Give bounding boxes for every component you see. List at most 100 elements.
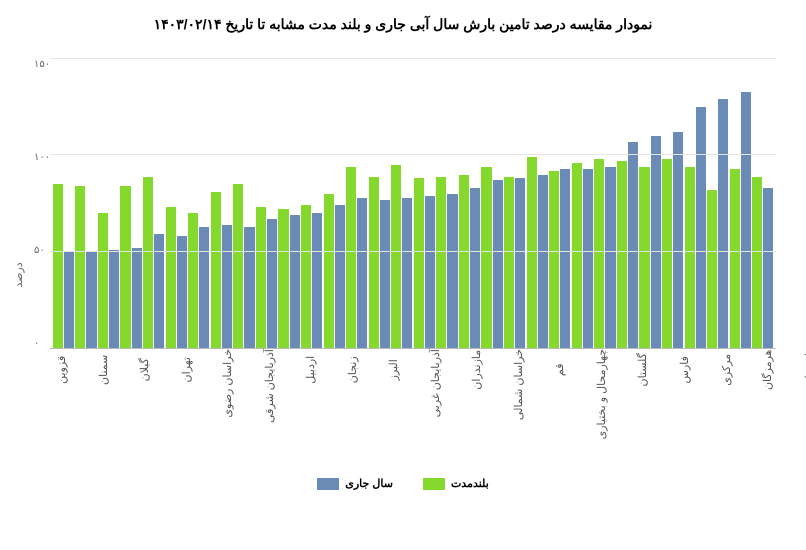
- bar-group: [503, 59, 526, 348]
- bar-group: [639, 59, 662, 348]
- x-tick: لرستان: [798, 349, 806, 391]
- bar-current: [538, 175, 548, 348]
- bar-current: [741, 92, 751, 348]
- bar-current: [673, 132, 683, 348]
- bar-current: [290, 215, 300, 348]
- bar-longterm: [662, 159, 672, 348]
- bar-current: [628, 142, 638, 348]
- bar-group: [436, 59, 459, 348]
- bar-current: [199, 227, 209, 348]
- bar-longterm: [211, 192, 221, 348]
- bar-current: [132, 248, 142, 348]
- bar-group: [120, 59, 143, 348]
- bar-group: [706, 59, 729, 348]
- bar-longterm: [346, 167, 356, 348]
- y-tick: ۵۰: [34, 245, 45, 256]
- bar-group: [255, 59, 278, 348]
- y-axis: ۱۵۰۱۰۰۵۰۰: [30, 59, 50, 349]
- bar-current: [493, 180, 503, 348]
- bar-longterm: [301, 205, 311, 348]
- bar-group: [300, 59, 323, 348]
- bar-current: [515, 178, 525, 348]
- bar-longterm: [481, 167, 491, 348]
- bar-group: [188, 59, 211, 348]
- bar-current: [222, 225, 232, 348]
- bar-current: [470, 188, 480, 348]
- bar-longterm: [459, 175, 469, 348]
- bar-group: [594, 59, 617, 348]
- legend: سال جاری بلندمدت: [30, 477, 776, 490]
- bar-longterm: [572, 163, 582, 348]
- bars-layer: [50, 59, 776, 348]
- bar-group: [481, 59, 504, 348]
- bar-longterm: [75, 186, 85, 348]
- bar-group: [391, 59, 414, 348]
- bar-current: [64, 252, 74, 348]
- bar-current: [696, 107, 706, 348]
- bar-longterm: [391, 165, 401, 348]
- bar-current: [335, 205, 345, 348]
- bar-current: [86, 252, 96, 348]
- bar-longterm: [53, 184, 63, 348]
- bar-group: [97, 59, 120, 348]
- bar-longterm: [369, 177, 379, 348]
- y-tick: ۱۵۰: [34, 59, 50, 70]
- bar-current: [425, 196, 435, 348]
- legend-label: بلندمدت: [451, 477, 489, 490]
- x-axis-labels: قزوینسمنانگیلانتهرانخراسان رضویآذربایجان…: [30, 349, 806, 469]
- bar-longterm: [707, 190, 717, 348]
- bar-current: [402, 198, 412, 348]
- legend-item: سال جاری: [317, 477, 393, 490]
- gridline: [50, 251, 776, 252]
- bar-longterm: [98, 213, 108, 348]
- bar-longterm: [324, 194, 334, 348]
- bar-longterm: [594, 159, 604, 348]
- bar-group: [571, 59, 594, 348]
- bar-longterm: [685, 167, 695, 348]
- x-axis: قزوینسمنانگیلانتهرانخراسان رضویآذربایجان…: [30, 349, 776, 469]
- gridline: [50, 58, 776, 59]
- bar-group: [616, 59, 639, 348]
- bar-group: [345, 59, 368, 348]
- bar-group: [661, 59, 684, 348]
- bar-longterm: [639, 167, 649, 348]
- bar-longterm: [120, 186, 130, 348]
- chart-title: نمودار مقایسه درصد تامین بارش سال آبی جا…: [30, 16, 776, 33]
- bar-group: [278, 59, 301, 348]
- legend-label: سال جاری: [345, 477, 393, 490]
- chart-container: نمودار مقایسه درصد تامین بارش سال آبی جا…: [0, 0, 806, 550]
- bar-longterm: [436, 177, 446, 348]
- bar-group: [684, 59, 707, 348]
- bar-group: [549, 59, 572, 348]
- bar-current: [763, 188, 773, 348]
- bar-longterm: [617, 161, 627, 348]
- bar-current: [447, 194, 457, 348]
- bar-longterm: [166, 207, 176, 348]
- bar-longterm: [414, 178, 424, 348]
- bar-longterm: [188, 213, 198, 348]
- bar-group: [323, 59, 346, 348]
- bar-group: [210, 59, 233, 348]
- bar-group: [233, 59, 256, 348]
- legend-swatch: [317, 478, 339, 490]
- bar-current: [177, 236, 187, 348]
- bar-group: [413, 59, 436, 348]
- bar-current: [312, 213, 322, 348]
- bar-group: [729, 59, 752, 348]
- bar-longterm: [504, 177, 514, 348]
- bar-group: [142, 59, 165, 348]
- bar-current: [718, 99, 728, 348]
- bar-longterm: [527, 157, 537, 348]
- bar-current: [380, 200, 390, 348]
- bar-longterm: [233, 184, 243, 348]
- bar-current: [357, 198, 367, 348]
- bar-group: [165, 59, 188, 348]
- gridline: [50, 154, 776, 155]
- bar-longterm: [752, 177, 762, 348]
- bar-current: [583, 169, 593, 348]
- bar-longterm: [730, 169, 740, 348]
- legend-item: بلندمدت: [423, 477, 489, 490]
- bar-longterm: [278, 209, 288, 348]
- bar-current: [560, 169, 570, 348]
- bar-group: [752, 59, 775, 348]
